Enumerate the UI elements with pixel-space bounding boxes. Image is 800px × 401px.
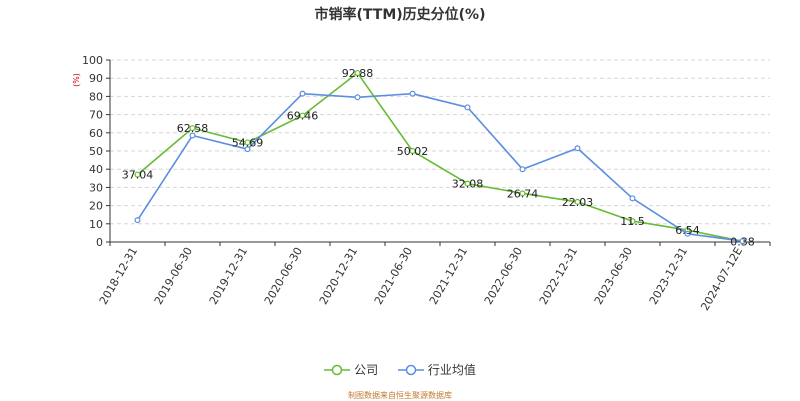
x-tick-labels: 2018-12-31 2019-06-30 2019-12-31 2020-06-30…: [97, 245, 745, 313]
x-tick-label: 2018-12-31: [97, 245, 140, 307]
series-point-0: [244, 139, 251, 146]
series-point-0: [299, 112, 306, 119]
data-label: 0.38: [730, 235, 755, 248]
data-label: 26.74: [507, 187, 539, 200]
series-point-1: [464, 104, 471, 111]
series-point-1: [354, 94, 361, 101]
data-label: 54.69: [232, 136, 264, 149]
y-tick-label: 50: [89, 145, 103, 158]
series-point-1: [189, 132, 196, 139]
series-point-1: [574, 145, 581, 152]
y-tick-label: 20: [89, 200, 103, 213]
x-tick-label: 2020-12-31: [317, 245, 360, 307]
x-tick-label: 2022-06-30: [482, 245, 525, 307]
data-label: 6.54: [675, 224, 700, 237]
x-tick-label: 2024-07-12E: [698, 245, 745, 313]
data-label: 62.58: [177, 122, 209, 135]
x-tick-label: 2023-12-31: [647, 245, 690, 307]
source-note: 制图数据来自恒生聚源数据库: [348, 391, 452, 400]
series-point-0: [134, 171, 141, 178]
x-tick-label: 2023-06-30: [592, 245, 635, 307]
chart-title: 市销率(TTM)历史分位(%): [314, 7, 486, 23]
data-label: 22.03: [562, 196, 594, 209]
y-tick-label: 60: [89, 127, 103, 140]
x-tick-label: 2021-12-31: [427, 245, 470, 307]
legend-label-company: 公司: [354, 363, 379, 377]
series-point-0: [409, 147, 416, 154]
series-line-0: [136, 72, 743, 243]
data-label: 69.46: [287, 110, 319, 123]
data-labels: 37.04 62.58 54.69 69.46 92.88 50.02 32.08 26.74…: [122, 67, 755, 248]
legend-item-company[interactable]: 公司: [324, 361, 378, 378]
series-point-0: [519, 190, 526, 197]
data-label: 32.08: [452, 178, 484, 191]
x-tick-label: 2021-06-30: [372, 245, 415, 307]
x-tick-label: 2019-06-30: [152, 245, 195, 307]
axes: [106, 59, 771, 246]
series-point-0: [629, 218, 636, 225]
legend: 公司 行业均值: [0, 361, 800, 379]
series-point-0: [354, 69, 361, 76]
data-label: 92.88: [342, 67, 374, 80]
series-line-1: [136, 92, 743, 242]
series-point-0: [574, 198, 581, 205]
y-tick-label: 40: [89, 163, 103, 176]
y-tick-label: 80: [89, 90, 103, 103]
series-point-1: [519, 166, 526, 173]
x-tick-label: 2022-12-31: [537, 245, 580, 307]
data-label: 50.02: [397, 145, 429, 158]
y-tick-label: 90: [89, 72, 103, 85]
y-tick-label: 30: [89, 181, 103, 194]
legend-industry-marker-icon: [397, 364, 424, 375]
series-point-1: [299, 90, 306, 97]
legend-label-industry: 行业均值: [427, 363, 476, 377]
series-point-0: [464, 180, 471, 187]
series-point-1: [244, 146, 251, 153]
series-point-1: [409, 90, 416, 97]
gridlines: [110, 59, 770, 225]
legend-item-industry[interactable]: 行业均值: [397, 361, 476, 378]
series-point-0: [189, 125, 196, 132]
y-tick-label: 100: [82, 54, 103, 67]
data-label: 37.04: [122, 169, 154, 182]
y-axis-unit-label: (%): [72, 73, 81, 87]
data-label: 11.5: [620, 215, 645, 228]
series-lines: [134, 69, 746, 245]
series-point-1: [134, 217, 141, 224]
series-point-1: [739, 238, 746, 245]
y-tick-labels: 0 10 20 30 40 50 60 70 80 90 100: [82, 54, 103, 249]
y-tick-label: 0: [96, 236, 103, 249]
x-tick-label: 2019-12-31: [207, 245, 250, 307]
legend-company-marker-icon: [324, 364, 351, 375]
series-point-1: [629, 195, 636, 202]
y-tick-label: 70: [89, 109, 103, 122]
x-tick-label: 2020-06-30: [262, 245, 305, 307]
y-tick-label: 10: [89, 218, 103, 231]
series-point-1: [684, 230, 691, 237]
